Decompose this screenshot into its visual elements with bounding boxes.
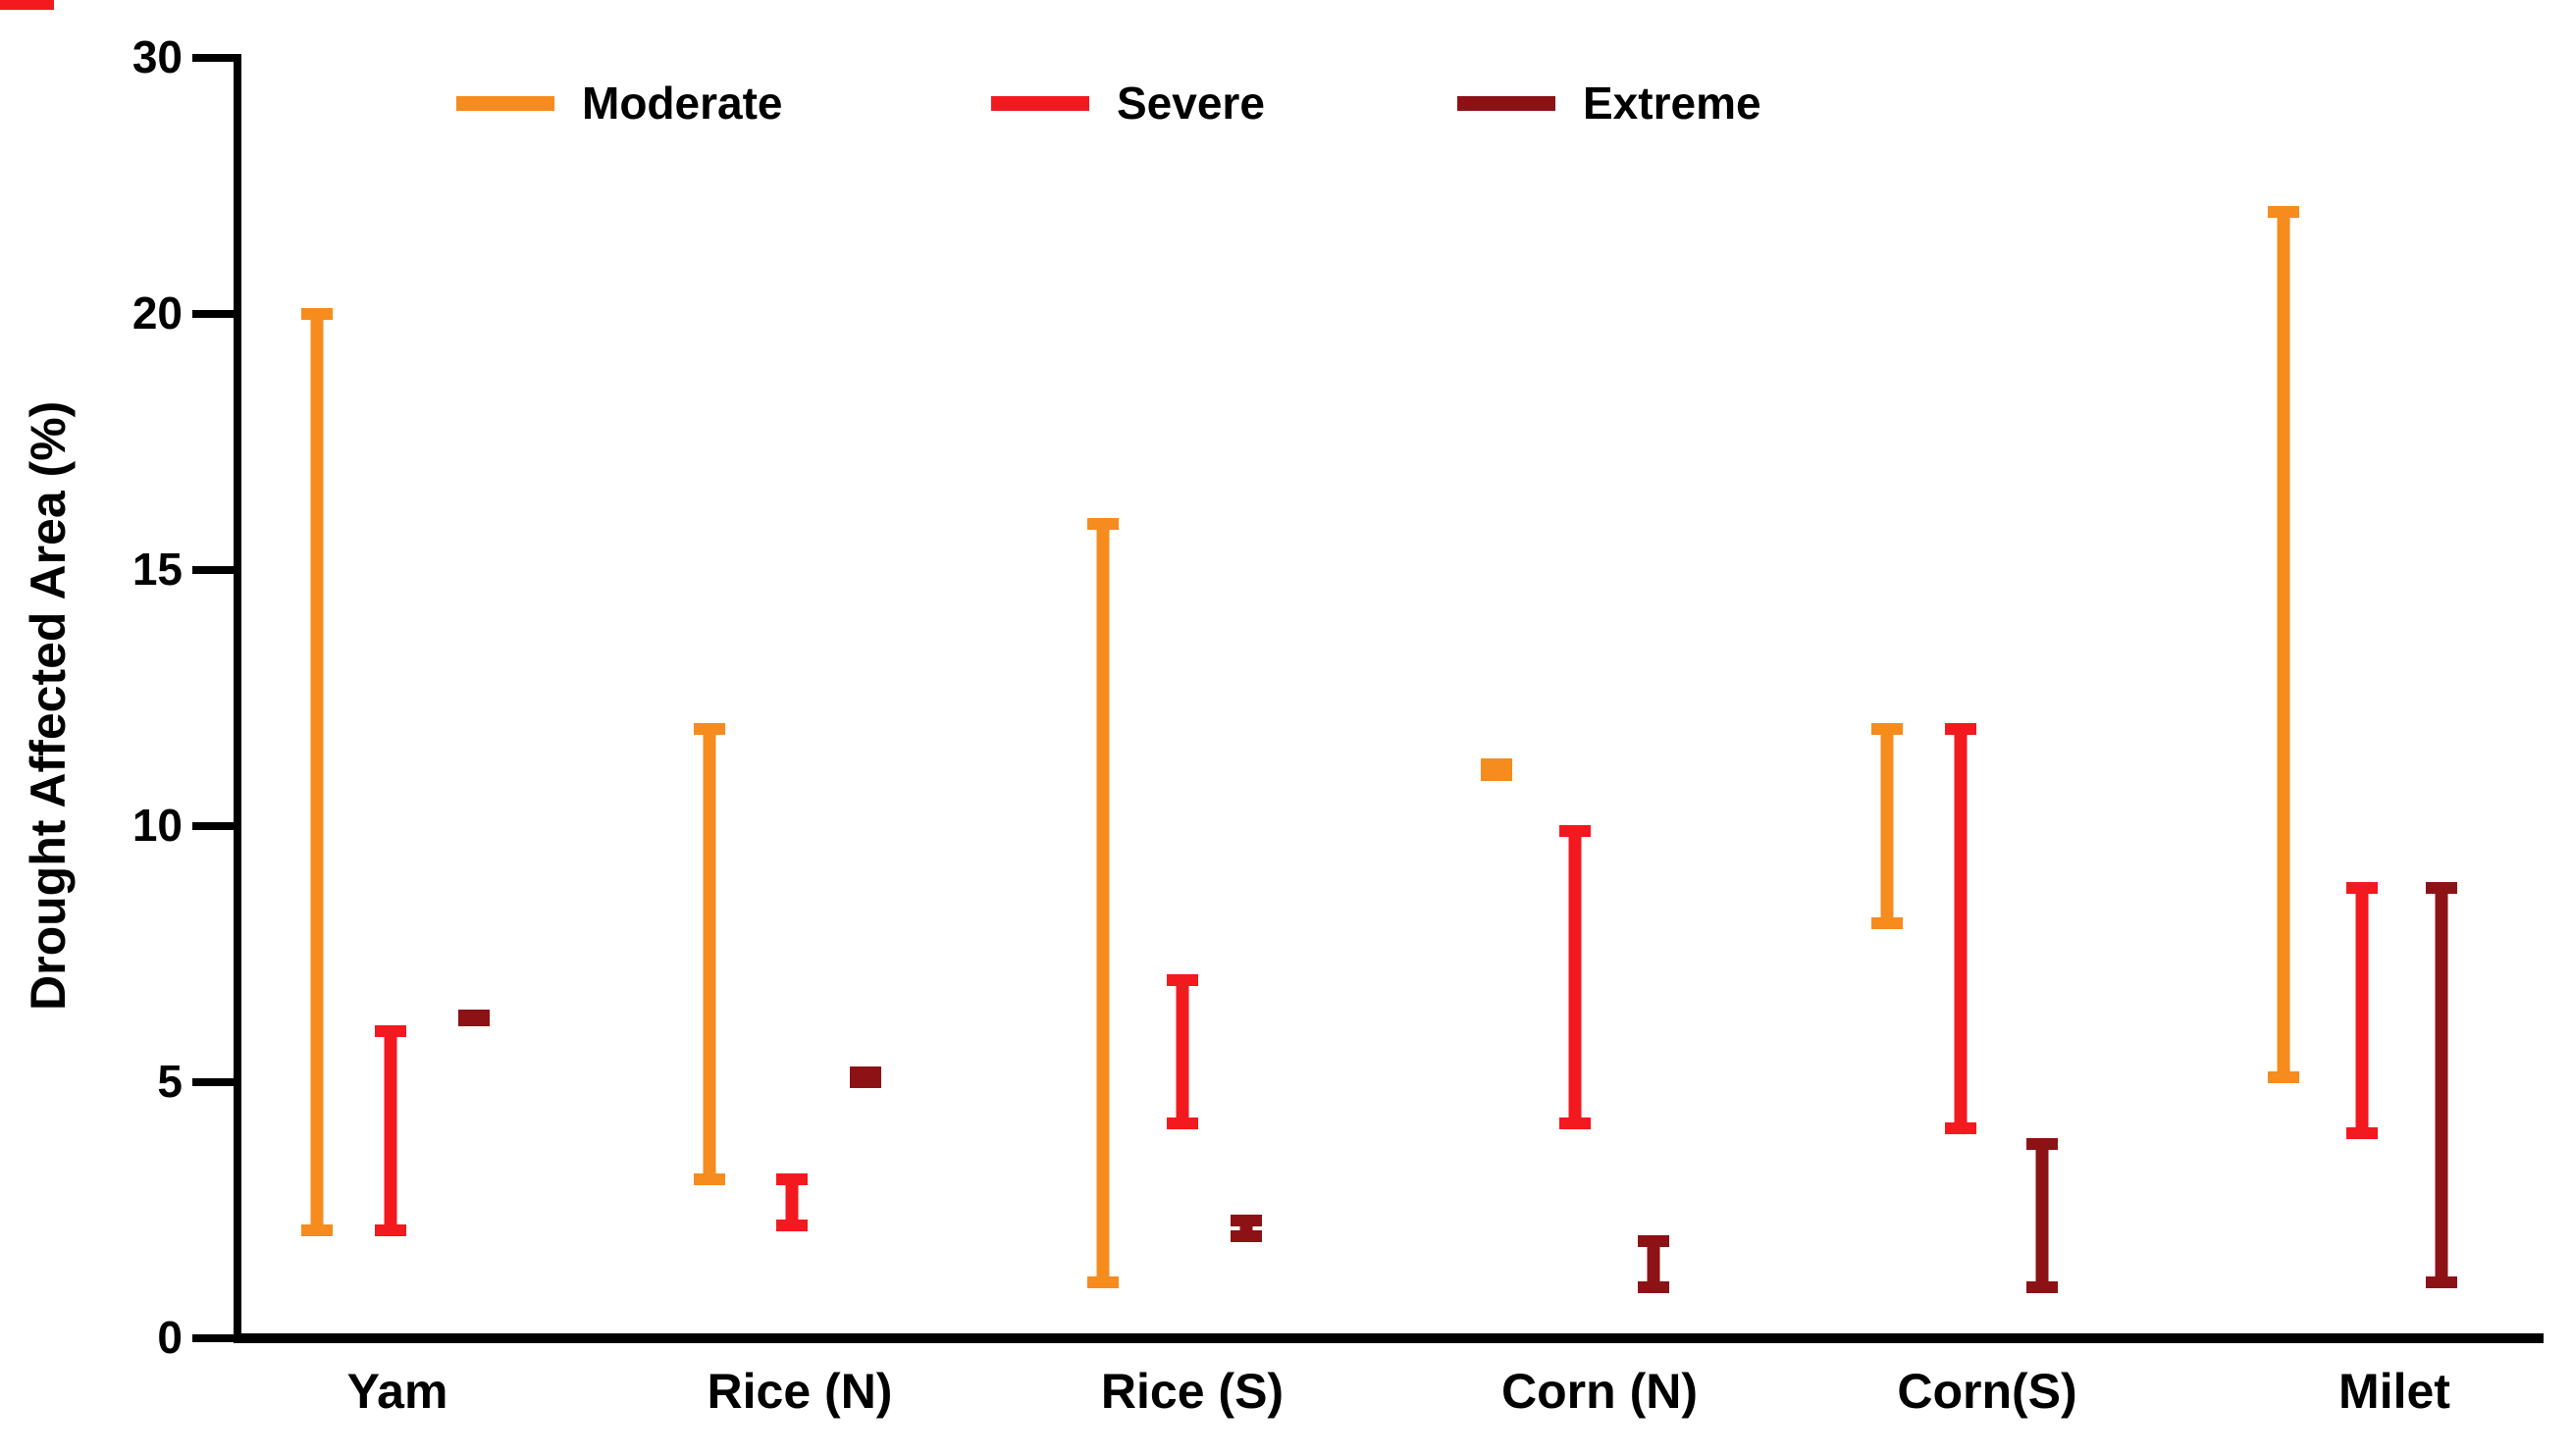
y-tick-mark <box>192 566 237 574</box>
min-cap-extreme-corn-s <box>2026 1280 2058 1293</box>
min-cap-moderate-rice-s <box>1087 1275 1119 1288</box>
y-axis-line <box>234 54 241 1339</box>
legend-item-extreme: Extreme <box>1457 74 1761 132</box>
max-cap-severe-milet <box>2346 881 2378 894</box>
max-cap-moderate-yam <box>301 308 333 320</box>
max-cap-extreme-rice-s <box>1231 1214 1262 1226</box>
y-tick-mark <box>192 54 237 62</box>
legend-item-severe: Severe <box>991 74 1265 132</box>
max-cap-moderate-corn-n <box>1481 758 1512 771</box>
min-cap-moderate-corn-s <box>1871 917 1903 930</box>
y-tick-mark <box>192 310 237 318</box>
range-bar-severe-rice-s <box>1176 979 1189 1123</box>
range-bar-severe-yam <box>384 1030 397 1231</box>
y-tick-mark <box>192 822 237 830</box>
legend-swatch-icon <box>456 95 554 111</box>
x-category-label: Rice (S) <box>1100 1364 1285 1419</box>
max-cap-moderate-rice-n <box>694 722 725 735</box>
x-category-label: Corn (N) <box>1501 1364 1698 1419</box>
max-cap-moderate-corn-s <box>1871 722 1903 735</box>
max-cap-extreme-rice-n <box>850 1066 881 1078</box>
max-cap-severe-corn-s <box>1945 722 1976 735</box>
y-tick-label: 10 <box>131 800 183 851</box>
range-bar-moderate-corn-s <box>1880 728 1894 924</box>
range-bar-extreme-milet <box>2435 887 2448 1282</box>
legend-label: Moderate <box>582 78 783 129</box>
min-cap-moderate-rice-n <box>694 1173 725 1186</box>
red-sliver-artifact <box>0 0 54 10</box>
max-cap-extreme-corn-s <box>2026 1137 2058 1150</box>
y-tick-label: 15 <box>131 544 183 595</box>
min-cap-moderate-yam <box>301 1224 333 1237</box>
range-bar-severe-corn-s <box>1954 728 1968 1128</box>
y-tick-label: 20 <box>131 287 183 338</box>
max-cap-moderate-milet <box>2268 205 2299 218</box>
y-tick-label: 30 <box>131 31 183 82</box>
min-cap-moderate-corn-n <box>1481 768 1512 781</box>
x-category-label: Yam <box>346 1364 448 1419</box>
min-cap-moderate-milet <box>2268 1070 2299 1083</box>
legend-swatch-icon <box>1457 95 1555 111</box>
y-tick-mark <box>192 1334 237 1342</box>
range-bar-severe-milet <box>2355 887 2369 1134</box>
min-cap-extreme-yam <box>458 1014 490 1027</box>
min-cap-extreme-milet <box>2426 1275 2457 1288</box>
x-category-label: Rice (N) <box>707 1364 893 1419</box>
range-bar-extreme-corn-n <box>1647 1240 1660 1287</box>
max-cap-severe-yam <box>375 1024 406 1037</box>
range-bar-extreme-corn-s <box>2035 1143 2049 1287</box>
range-bar-moderate-milet <box>2277 211 2290 1077</box>
min-cap-severe-yam <box>375 1224 406 1237</box>
min-cap-extreme-rice-n <box>850 1076 881 1088</box>
min-cap-severe-milet <box>2346 1127 2378 1140</box>
x-category-label: Milet <box>2338 1364 2450 1419</box>
range-bar-moderate-rice-s <box>1096 524 1110 1282</box>
legend-item-moderate: Moderate <box>456 74 782 132</box>
min-cap-severe-corn-s <box>1945 1121 1976 1134</box>
legend-label: Severe <box>1117 78 1265 129</box>
max-cap-severe-rice-s <box>1167 973 1198 986</box>
range-bar-severe-corn-n <box>1568 831 1582 1123</box>
max-cap-extreme-milet <box>2426 881 2457 894</box>
range-bar-moderate-rice-n <box>703 728 716 1180</box>
range-bar-severe-rice-n <box>785 1179 799 1226</box>
min-cap-severe-rice-s <box>1167 1117 1198 1129</box>
min-cap-severe-corn-n <box>1559 1117 1591 1129</box>
y-tick-label: 0 <box>157 1312 183 1363</box>
x-axis-line <box>234 1333 2544 1343</box>
legend-swatch-icon <box>991 95 1089 111</box>
y-tick-label: 5 <box>157 1056 183 1107</box>
min-cap-extreme-corn-n <box>1638 1280 1669 1293</box>
max-cap-moderate-rice-s <box>1087 518 1119 531</box>
min-cap-severe-rice-n <box>776 1220 808 1232</box>
min-cap-extreme-rice-s <box>1231 1229 1262 1242</box>
max-cap-extreme-corn-n <box>1638 1234 1669 1247</box>
legend-label: Extreme <box>1583 78 1761 129</box>
range-bar-moderate-yam <box>310 314 324 1231</box>
x-category-label: Corn(S) <box>1897 1364 2077 1419</box>
max-cap-severe-rice-n <box>776 1173 808 1186</box>
y-axis-title: Drought Affected Area (%) <box>21 400 76 1011</box>
max-cap-severe-corn-n <box>1559 825 1591 838</box>
y-tick-mark <box>192 1078 237 1086</box>
